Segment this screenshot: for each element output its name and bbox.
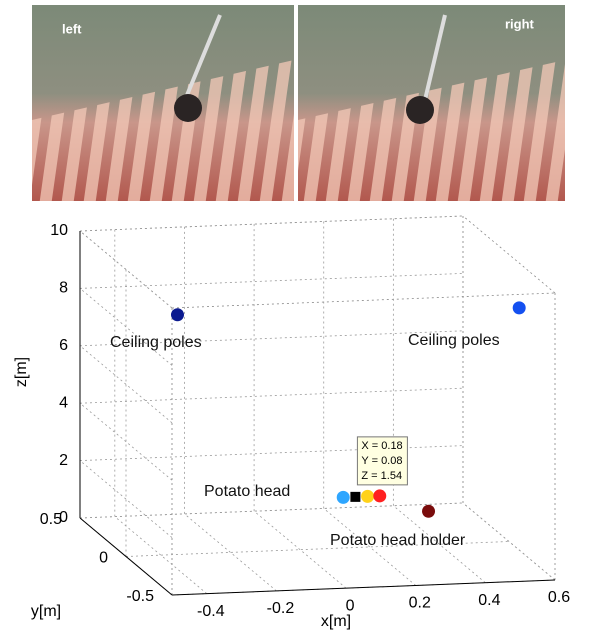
datatip-text: Z = 1.54 <box>361 470 402 482</box>
plot-3d: -0.4 -0.2 0 0.2 0.4 0.6-0.500.50246810x[m]y[m… <box>13 215 570 630</box>
photo-left: left <box>32 5 294 201</box>
grid-line <box>253 510 347 589</box>
grid-line <box>79 387 464 404</box>
annotation: Ceiling poles <box>408 332 500 349</box>
grid-line <box>79 273 464 289</box>
z-tick-label: 2 <box>59 452 68 469</box>
box-edge <box>462 215 556 294</box>
data-point <box>361 489 375 503</box>
annotation: Potato head <box>204 483 290 500</box>
x-axis <box>171 579 556 596</box>
datatip-text: Y = 0.08 <box>361 455 402 467</box>
grid-line <box>79 502 464 519</box>
data-point <box>336 490 350 504</box>
y-tick-label: -0.5 <box>126 588 154 605</box>
z-tick-label: 6 <box>59 337 68 354</box>
y-axis-label: y[m] <box>31 603 61 620</box>
x-tick-label: 0.6 <box>548 589 570 606</box>
data-point <box>373 489 387 503</box>
x-tick-label: 0.2 <box>409 595 431 612</box>
x-tick-label: 0 <box>346 597 355 614</box>
z-tick-label: 8 <box>59 280 68 297</box>
photo-right: right <box>298 5 565 201</box>
grid-line <box>79 445 464 461</box>
grid-line <box>114 516 208 594</box>
photo-label: left <box>62 21 82 36</box>
x-tick-label: 0.4 <box>478 592 500 609</box>
z-tick-label: 10 <box>50 222 68 239</box>
grid-line <box>79 215 464 232</box>
grid-line <box>125 541 510 557</box>
data-point <box>512 301 526 315</box>
data-point <box>422 504 436 518</box>
y-axis <box>79 517 173 596</box>
data-point <box>170 308 184 322</box>
x-tick-label: -0.4 <box>197 603 225 620</box>
datatip-text: X = 0.18 <box>361 440 402 452</box>
grid-line <box>184 513 277 592</box>
y-tick-label: 0.5 <box>40 511 62 528</box>
x-axis-label: x[m] <box>321 613 351 630</box>
y-tick-label: 0 <box>99 550 108 567</box>
datatip-box <box>356 436 408 486</box>
annotation: Potato head holder <box>330 532 466 549</box>
data-point <box>350 491 361 502</box>
annotation: Ceiling poles <box>110 334 202 351</box>
z-tick-label: 4 <box>59 394 68 411</box>
z-tick-label: 0 <box>59 509 68 526</box>
box-edge <box>171 292 556 309</box>
z-axis-label: z[m] <box>13 357 30 387</box>
grid-line <box>79 330 464 347</box>
x-tick-label: -0.2 <box>267 600 295 617</box>
photo-label: right <box>505 16 535 31</box>
